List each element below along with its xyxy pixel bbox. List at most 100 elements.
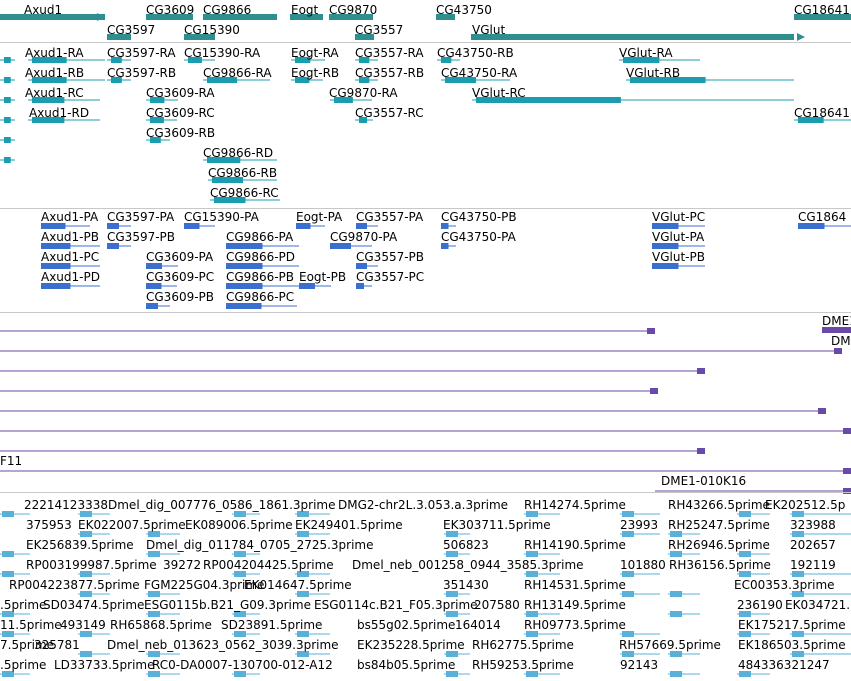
- protein-label[interactable]: CG9866-PC: [226, 290, 295, 304]
- est-block[interactable]: [622, 591, 634, 597]
- protein-exon[interactable]: [41, 263, 71, 269]
- protein-exon[interactable]: [299, 283, 315, 289]
- est-block[interactable]: [234, 571, 246, 577]
- protein-exon[interactable]: [652, 263, 679, 269]
- est-block[interactable]: [739, 671, 751, 677]
- mrna-label[interactable]: CG3557-RB: [355, 66, 425, 80]
- est-block[interactable]: [622, 631, 634, 637]
- mrna-label[interactable]: CG9866-RB: [208, 166, 278, 180]
- protein-exon[interactable]: [184, 223, 200, 229]
- protein-exon[interactable]: [330, 243, 351, 249]
- est-label[interactable]: EK303711.5prime: [443, 518, 551, 532]
- mrna-label[interactable]: Axud1-RD: [29, 106, 90, 120]
- est-label[interactable]: 11.5prime: [0, 618, 62, 632]
- gene-bar[interactable]: [290, 14, 323, 20]
- est-label[interactable]: 323988: [790, 518, 836, 532]
- protein-exon[interactable]: [296, 223, 311, 229]
- est-label[interactable]: RH14190.5prime: [524, 538, 626, 552]
- mrna-exon[interactable]: [476, 97, 621, 103]
- est-block[interactable]: [670, 611, 682, 617]
- est-label[interactable]: RH25247.5prime: [668, 518, 770, 532]
- est-label[interactable]: 351430: [443, 578, 489, 592]
- mrna-exon[interactable]: [32, 57, 67, 63]
- mrna-exon[interactable]: [214, 197, 246, 203]
- est-label[interactable]: EK175217.5prime: [738, 618, 846, 632]
- est-block[interactable]: [792, 571, 804, 577]
- est-label[interactable]: 22214123338: [24, 498, 108, 512]
- cdna-end[interactable]: [647, 328, 655, 334]
- cdna-label[interactable]: DM: [831, 334, 851, 348]
- gene-bar[interactable]: [146, 14, 193, 20]
- protein-label[interactable]: CG3597-PB: [107, 230, 176, 244]
- est-block[interactable]: [526, 671, 538, 677]
- est-block[interactable]: [297, 651, 309, 657]
- protein-label[interactable]: CG3557-PC: [356, 270, 425, 284]
- gene-label[interactable]: CG15390: [184, 23, 240, 37]
- est-block[interactable]: [2, 571, 14, 577]
- cdna-end[interactable]: [822, 327, 851, 333]
- mrna-exon[interactable]: [150, 117, 164, 123]
- est-label[interactable]: 202657: [790, 538, 836, 552]
- mrna-label[interactable]: CG9866-RA: [203, 66, 272, 80]
- mrna-exon[interactable]: [798, 117, 824, 123]
- mrna-exon[interactable]: [359, 57, 370, 63]
- protein-label[interactable]: CG9866-PA: [226, 230, 294, 244]
- mrna-label[interactable]: CG9866-RD: [203, 146, 274, 160]
- est-block[interactable]: [2, 631, 14, 637]
- protein-label[interactable]: Axud1-PC: [41, 250, 100, 264]
- protein-label[interactable]: VGlut-PB: [652, 250, 705, 264]
- est-label[interactable]: EK202512.5p: [765, 498, 846, 512]
- protein-label[interactable]: Eogt-PB: [299, 270, 347, 284]
- mrna-exon[interactable]: [207, 77, 238, 83]
- mrna-exon[interactable]: [150, 137, 161, 143]
- est-label[interactable]: Dmel_neb_001258_0944_3585.3prime: [352, 558, 584, 572]
- est-label[interactable]: 236190: [737, 598, 783, 612]
- est-label[interactable]: RH09773.5prime: [524, 618, 626, 632]
- est-label[interactable]: EK034721.: [785, 598, 851, 612]
- est-label[interactable]: RH65868.5prime: [110, 618, 212, 632]
- gene-bar[interactable]: [203, 14, 277, 20]
- est-block[interactable]: [2, 671, 14, 677]
- gene-label[interactable]: CG18641: [794, 3, 850, 17]
- mrna-exon[interactable]: [207, 157, 241, 163]
- est-label[interactable]: RH13149.5prime: [524, 598, 626, 612]
- protein-label[interactable]: Eogt-PA: [296, 210, 343, 224]
- protein-label[interactable]: CG1864: [798, 210, 847, 224]
- est-label[interactable]: RH14531.5prime: [524, 578, 626, 592]
- protein-exon[interactable]: [226, 283, 263, 289]
- cdna-end[interactable]: [818, 408, 826, 414]
- est-label[interactable]: EK235228.5prime: [357, 638, 465, 652]
- protein-label[interactable]: CG3609-PB: [146, 290, 215, 304]
- protein-exon[interactable]: [146, 263, 162, 269]
- protein-label[interactable]: CG3597-PA: [107, 210, 175, 224]
- est-label[interactable]: .5prime: [0, 658, 47, 672]
- protein-exon[interactable]: [226, 303, 262, 309]
- gene-bar[interactable]: [355, 34, 374, 40]
- mrna-label[interactable]: CG9866-RC: [210, 186, 279, 200]
- mrna-label[interactable]: VGlut-RB: [626, 66, 681, 80]
- est-label[interactable]: EK186503.5prime: [738, 638, 846, 652]
- est-block[interactable]: [446, 531, 458, 537]
- est-block[interactable]: [792, 511, 804, 517]
- est-label[interactable]: SD03474.5prime: [43, 598, 145, 612]
- est-label[interactable]: 207580: [474, 598, 520, 612]
- est-label[interactable]: RH26946.5prime: [668, 538, 770, 552]
- est-block[interactable]: [739, 611, 751, 617]
- est-label[interactable]: Dmel_dig_007776_0586_1861.3prime: [108, 498, 336, 512]
- est-block[interactable]: [739, 551, 751, 557]
- gene-label[interactable]: VGlut: [472, 23, 506, 37]
- protein-label[interactable]: CG3609-PA: [146, 250, 214, 264]
- est-block[interactable]: [446, 671, 458, 677]
- est-block[interactable]: [234, 551, 246, 557]
- gene-label[interactable]: CG3597: [107, 23, 156, 37]
- est-block[interactable]: [148, 671, 160, 677]
- est-label[interactable]: 7.5prime: [0, 638, 55, 652]
- gene-label[interactable]: CG3609: [146, 3, 195, 17]
- est-block[interactable]: [739, 631, 751, 637]
- est-block[interactable]: [792, 631, 804, 637]
- mrna-label[interactable]: CG43750-RB: [437, 46, 514, 60]
- est-block[interactable]: [234, 671, 246, 677]
- protein-exon[interactable]: [652, 223, 679, 229]
- protein-exon[interactable]: [652, 243, 679, 249]
- est-label[interactable]: 101880: [620, 558, 666, 572]
